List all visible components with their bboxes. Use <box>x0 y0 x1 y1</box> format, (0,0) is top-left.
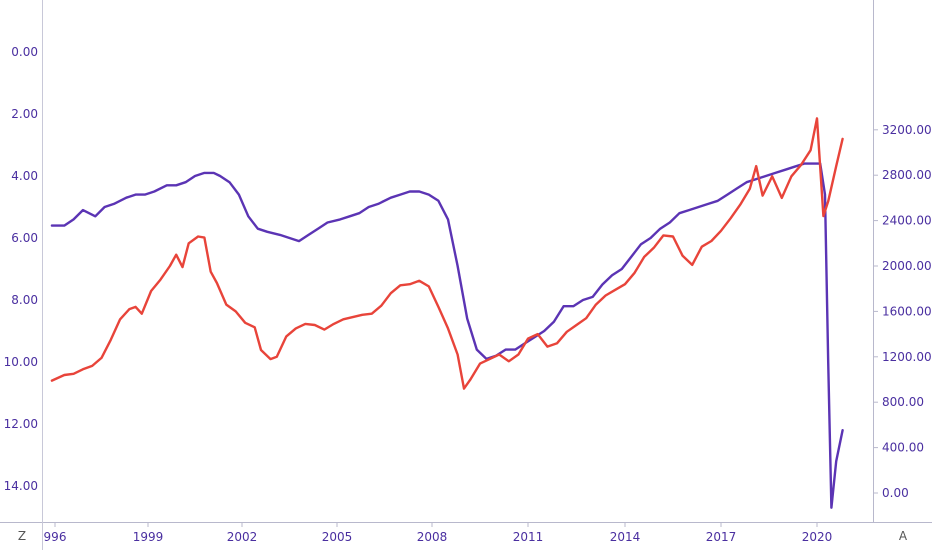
right-axis-ticks: 3200.00 2800.00 2400.00 2000.00 1600.00 1200.… <box>873 123 932 500</box>
right-axis-tick-label: 2400.00 <box>882 214 932 228</box>
x-axis-tick-label: 2017 <box>706 530 737 544</box>
x-axis-tick-label: 2008 <box>417 530 448 544</box>
left-axis-tick-label: 6.00 <box>11 231 38 245</box>
right-axis-corner-label[interactable]: A <box>899 529 908 543</box>
right-axis-tick-label: 1200.00 <box>882 350 932 364</box>
right-axis-tick-label: 400.00 <box>882 441 924 455</box>
x-axis-tick-label: 1999 <box>133 530 164 544</box>
right-axis-tick-label: 3200.00 <box>882 123 932 137</box>
left-axis-tick-label: 0.00 <box>11 45 38 59</box>
left-axis-tick-label: 2.00 <box>11 107 38 121</box>
left-axis-corner-label[interactable]: Z <box>18 529 26 543</box>
x-axis-tick-label: 2005 <box>322 530 353 544</box>
x-axis-tick-label: 2011 <box>513 530 544 544</box>
left-axis-tick-label: 10.00 <box>4 355 38 369</box>
series-layer <box>50 117 844 509</box>
x-axis-tick-label: 2020 <box>802 530 833 544</box>
left-axis-ticks: 0.00 2.00 4.00 6.00 8.00 10.00 12.00 14.00 <box>4 45 38 493</box>
x-axis-tick-label: 2002 <box>227 530 258 544</box>
x-axis-tick-label: 2014 <box>610 530 641 544</box>
x-axis-ticks: 996 1999 2002 2005 2008 2011 2014 2017 2020 <box>44 522 833 544</box>
right-axis-tick-label: 1600.00 <box>882 304 932 318</box>
right-axis-tick-label: 0.00 <box>882 486 909 500</box>
left-axis-tick-label: 4.00 <box>11 169 38 183</box>
left-axis-tick-label: 8.00 <box>11 293 38 307</box>
series-line-1 <box>50 162 844 509</box>
right-axis-tick-label: 2800.00 <box>882 168 932 182</box>
series-line-2 <box>50 117 844 390</box>
right-axis-tick-label: 800.00 <box>882 395 924 409</box>
left-axis-tick-label: 14.00 <box>4 479 38 493</box>
left-axis-tick-label: 12.00 <box>4 417 38 431</box>
x-axis-tick-label: 996 <box>44 530 67 544</box>
right-axis-tick-label: 2000.00 <box>882 259 932 273</box>
